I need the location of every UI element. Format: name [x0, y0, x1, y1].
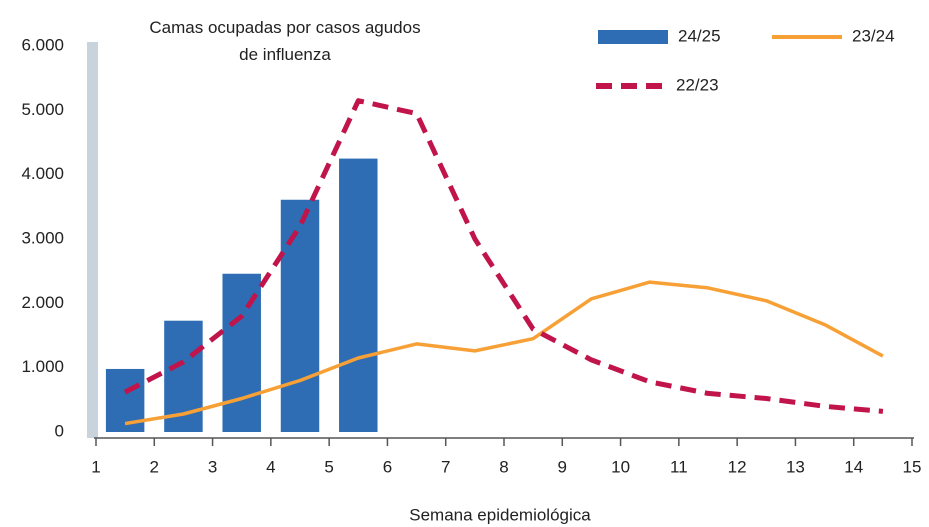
x-axis-label: Semana epidemiológica [409, 505, 591, 524]
y-tick-label: 1.000 [21, 357, 64, 376]
x-tick-label: 9 [558, 457, 567, 476]
legend-label: 24/25 [678, 26, 721, 45]
chart-title: Camas ocupadas por casos agudos de influ… [149, 18, 421, 64]
x-tick-label: 13 [786, 457, 805, 476]
y-tick-label: 6.000 [21, 35, 64, 54]
x-tick-label: 5 [324, 457, 333, 476]
x-tick-label: 6 [383, 457, 392, 476]
y-tick-label: 4.000 [21, 164, 64, 183]
x-tick-label: 3 [208, 457, 217, 476]
x-tick-label: 14 [844, 457, 863, 476]
bar [280, 199, 320, 432]
x-tick-label: 1 [91, 457, 100, 476]
x-tick-label: 7 [441, 457, 450, 476]
x-tick-label: 2 [150, 457, 159, 476]
legend-swatch [598, 30, 668, 44]
y-tick-label: 2.000 [21, 293, 64, 312]
legend-label: 22/23 [676, 75, 719, 94]
y-axis-bar [87, 42, 98, 438]
x-tick-label: 4 [266, 457, 275, 476]
line [124, 280, 884, 426]
bar [339, 158, 378, 433]
x-tick-label: 12 [728, 457, 747, 476]
x-tick-label: 8 [499, 457, 508, 476]
x-tick-label: 10 [611, 457, 630, 476]
legend-label: 23/24 [852, 26, 895, 45]
line [123, 98, 884, 414]
x-tick-label: 11 [670, 457, 688, 476]
y-tick-label: 5.000 [21, 100, 64, 119]
y-tick-label: 0 [55, 421, 64, 440]
x-tick-label: 15 [903, 457, 922, 476]
y-tick-label: 3.000 [21, 228, 64, 247]
